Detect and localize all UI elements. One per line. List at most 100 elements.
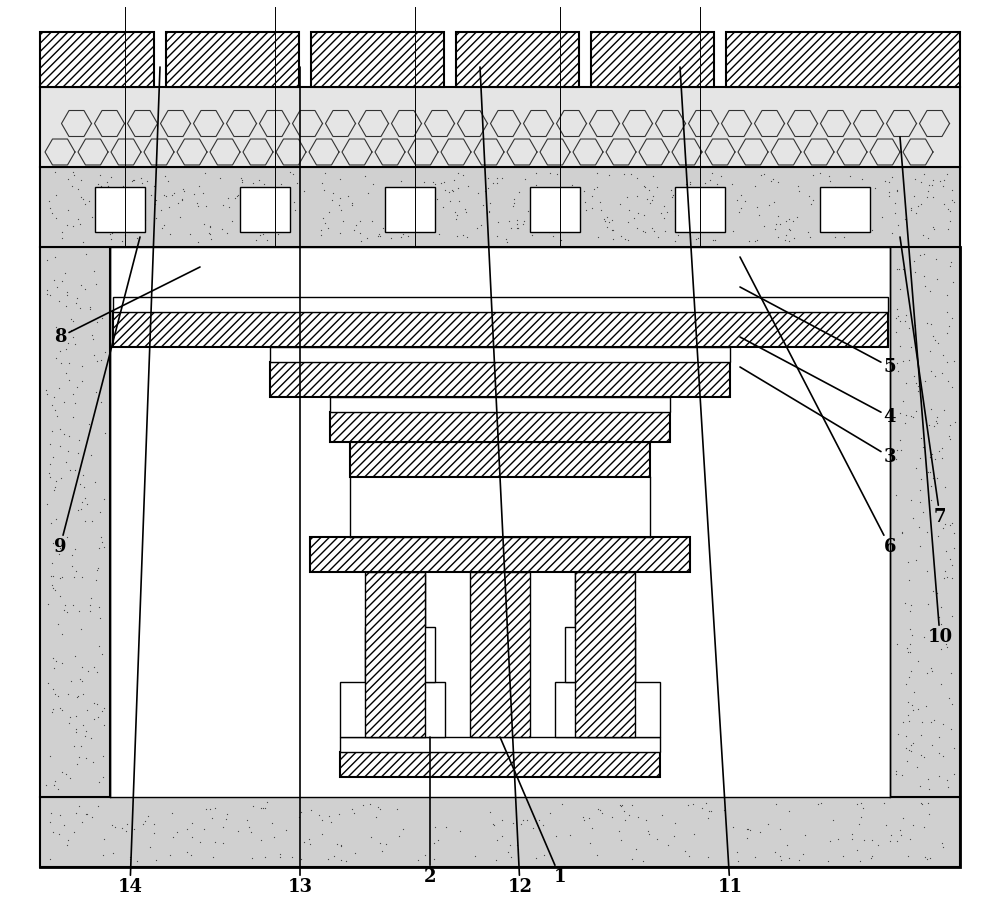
Point bbox=[898, 740, 914, 755]
Point bbox=[83, 447, 99, 462]
Point bbox=[635, 854, 651, 868]
Point bbox=[80, 663, 96, 678]
Point bbox=[489, 171, 505, 185]
Point bbox=[190, 235, 206, 249]
Point bbox=[481, 204, 497, 218]
Point bbox=[892, 405, 908, 420]
Point bbox=[65, 410, 81, 425]
Point bbox=[326, 849, 342, 864]
Point bbox=[84, 210, 100, 225]
Point bbox=[901, 320, 917, 335]
Point bbox=[944, 696, 960, 711]
Point bbox=[39, 286, 55, 301]
Point bbox=[592, 195, 608, 210]
Point bbox=[431, 226, 447, 241]
Point bbox=[830, 832, 846, 846]
Point bbox=[894, 525, 910, 540]
Point bbox=[38, 383, 54, 398]
Point bbox=[122, 852, 138, 867]
Point bbox=[931, 729, 947, 744]
Text: 2: 2 bbox=[424, 737, 436, 886]
Point bbox=[45, 825, 61, 840]
Point bbox=[60, 687, 76, 702]
Point bbox=[899, 754, 915, 768]
Point bbox=[161, 200, 177, 215]
Point bbox=[553, 233, 569, 248]
Point bbox=[250, 215, 266, 230]
Point bbox=[534, 181, 550, 195]
Point bbox=[221, 200, 237, 215]
Point bbox=[93, 353, 109, 368]
Point bbox=[220, 190, 236, 204]
Point bbox=[154, 220, 170, 235]
Point bbox=[182, 226, 198, 241]
Point bbox=[933, 641, 949, 656]
Point bbox=[653, 205, 669, 220]
Point bbox=[582, 835, 598, 850]
Point bbox=[272, 847, 288, 862]
Point bbox=[604, 222, 620, 237]
Point bbox=[889, 637, 905, 652]
Point bbox=[100, 179, 116, 193]
Point bbox=[934, 441, 950, 456]
Point bbox=[45, 569, 61, 583]
Point bbox=[96, 701, 112, 715]
Point bbox=[942, 259, 958, 273]
Point bbox=[262, 183, 278, 198]
Point bbox=[946, 525, 962, 540]
Point bbox=[921, 417, 937, 432]
Point bbox=[325, 186, 341, 201]
Point bbox=[370, 800, 386, 814]
Point bbox=[93, 530, 109, 545]
Point bbox=[69, 380, 85, 394]
Point bbox=[74, 374, 90, 389]
Point bbox=[53, 471, 69, 486]
Point bbox=[517, 171, 533, 186]
Point bbox=[939, 167, 955, 182]
Point bbox=[256, 177, 272, 192]
Point bbox=[253, 183, 269, 198]
Point bbox=[536, 204, 552, 219]
Point bbox=[104, 226, 120, 240]
Point bbox=[694, 801, 710, 815]
Point bbox=[395, 226, 411, 241]
Point bbox=[686, 826, 702, 841]
Point bbox=[58, 767, 74, 781]
Point bbox=[724, 177, 740, 192]
Bar bbox=[40, 87, 960, 167]
Point bbox=[278, 823, 294, 837]
Point bbox=[781, 233, 797, 248]
Point bbox=[781, 804, 797, 819]
Point bbox=[68, 725, 84, 740]
Point bbox=[944, 608, 960, 623]
Point bbox=[781, 212, 797, 226]
Point bbox=[760, 817, 776, 832]
Point bbox=[511, 185, 527, 200]
Point bbox=[379, 218, 395, 233]
Point bbox=[704, 166, 720, 181]
Point bbox=[79, 702, 95, 717]
Point bbox=[915, 228, 931, 243]
Point bbox=[617, 812, 633, 827]
Point bbox=[67, 648, 83, 663]
Point bbox=[63, 311, 79, 326]
Point bbox=[641, 826, 657, 841]
Point bbox=[929, 586, 945, 601]
Point bbox=[52, 344, 68, 359]
Point bbox=[594, 806, 610, 821]
Point bbox=[51, 294, 67, 309]
Point bbox=[756, 167, 772, 182]
Point bbox=[542, 805, 558, 820]
Point bbox=[751, 208, 767, 223]
Bar bbox=[675, 187, 725, 232]
Bar bbox=[330, 397, 670, 412]
Point bbox=[905, 735, 921, 750]
Point bbox=[882, 834, 898, 848]
Point bbox=[156, 188, 172, 203]
Point bbox=[90, 799, 106, 813]
Point bbox=[902, 622, 918, 636]
Point bbox=[146, 179, 162, 193]
Point bbox=[233, 171, 249, 185]
Point bbox=[363, 830, 379, 845]
Point bbox=[71, 603, 87, 618]
